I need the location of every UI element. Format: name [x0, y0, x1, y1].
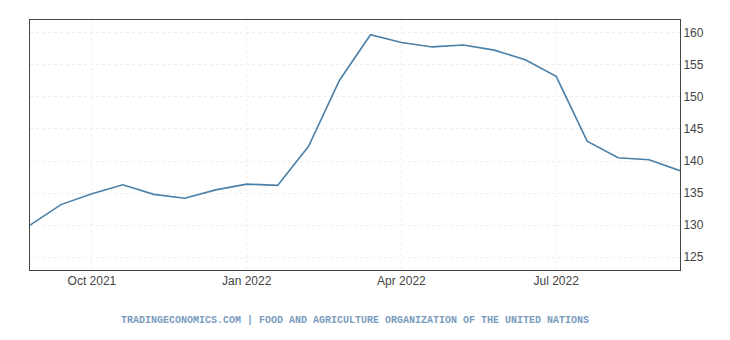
svg-text:125: 125	[683, 250, 703, 264]
svg-text:Apr 2022: Apr 2022	[377, 274, 426, 288]
svg-text:TRADINGECONOMICS.COM | FOOD AN: TRADINGECONOMICS.COM | FOOD AND AGRICULT…	[121, 315, 589, 326]
svg-text:Jan 2022: Jan 2022	[222, 274, 272, 288]
svg-text:130: 130	[683, 218, 703, 232]
svg-text:Jul 2022: Jul 2022	[534, 274, 580, 288]
svg-text:145: 145	[683, 122, 703, 136]
svg-text:135: 135	[683, 186, 703, 200]
svg-text:150: 150	[683, 90, 703, 104]
svg-text:155: 155	[683, 58, 703, 72]
svg-text:160: 160	[683, 26, 703, 40]
svg-text:140: 140	[683, 154, 703, 168]
svg-text:Oct 2021: Oct 2021	[68, 274, 117, 288]
